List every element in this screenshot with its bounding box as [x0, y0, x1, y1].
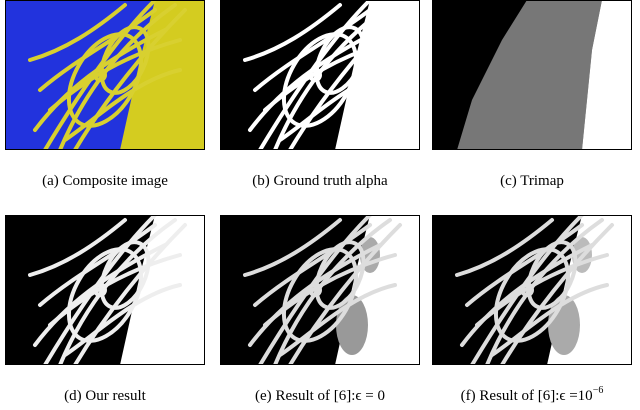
caption: (a) Composite image [42, 173, 168, 189]
result-e [220, 215, 420, 365]
caption: (b) Ground truth alpha [252, 173, 388, 189]
caption-label: (f) [461, 388, 476, 404]
caption-text: Result of [6]:ϵ = 0 [275, 388, 385, 404]
caption-superscript: −6 [593, 385, 604, 396]
caption-text: Trimap [520, 173, 564, 189]
caption-label: (b) [252, 173, 270, 189]
ground-truth-alpha [220, 0, 420, 150]
composite-image [5, 0, 205, 150]
caption-label: (e) [255, 388, 272, 404]
caption: (c) Trimap [500, 173, 564, 189]
caption-text: Our result [85, 388, 146, 404]
caption: (e) Result of [6]:ϵ = 0 [255, 388, 385, 404]
our-result [5, 215, 205, 365]
body: (a) Composite image (b) Ground truth alp… [0, 0, 640, 410]
caption: (f) Result of [6]:ϵ =10−6 [461, 385, 604, 404]
caption-label: (d) [64, 388, 82, 404]
page: {"panels": [ {"label": "(a)", "text": "C… [0, 0, 640, 410]
caption-text: Result of [6]:ϵ =10 [479, 388, 592, 404]
result-f [432, 215, 632, 365]
caption-label: (c) [500, 173, 517, 189]
figure: (a) Composite image (b) Ground truth alp… [0, 0, 640, 410]
caption: (d) Our result [64, 388, 146, 404]
caption-text: Ground truth alpha [274, 173, 388, 189]
trimap [432, 0, 632, 150]
caption-text: Composite image [63, 173, 169, 189]
caption-label: (a) [42, 173, 59, 189]
